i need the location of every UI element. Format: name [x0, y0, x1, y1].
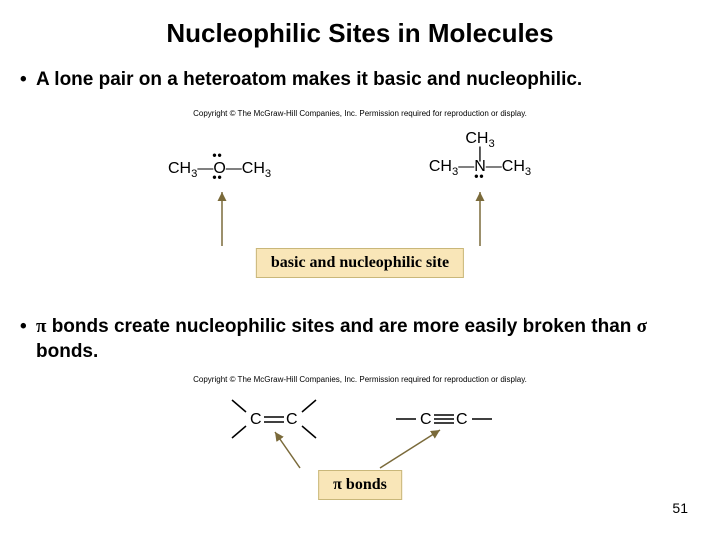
atom-N: N••: [474, 158, 486, 175]
bullet-1: • A lone pair on a heteroatom makes it b…: [0, 63, 720, 97]
bond-dash: —: [197, 160, 213, 177]
atom-ch3: CH3: [429, 158, 458, 175]
atom-C: C: [250, 411, 262, 428]
copyright-2: Copyright © The McGraw-Hill Companies, I…: [0, 375, 720, 384]
bond-vert: |: [420, 150, 540, 158]
atom-O: ••O••: [213, 160, 225, 177]
bullet-1-text: A lone pair on a heteroatom makes it bas…: [36, 69, 582, 90]
mol-dimethylether: CH3—••O••—CH3: [168, 160, 271, 180]
bullet-marker: •: [20, 67, 27, 93]
bullet-2: • π bonds create nucleophilic sites and …: [0, 310, 720, 369]
copyright-1: Copyright © The McGraw-Hill Companies, I…: [0, 109, 720, 118]
mol-trimethylamine: CH3 | CH3—N••—CH3: [420, 130, 540, 178]
box-nucleophilic-site: basic and nucleophilic site: [256, 248, 464, 278]
atom-ch3: CH3: [242, 160, 271, 177]
box-pi-bonds: π bonds: [318, 470, 402, 500]
atom-C: C: [456, 411, 468, 428]
mol-row: CH3—N••—CH3: [420, 158, 540, 178]
bond-dash: —: [458, 158, 474, 175]
page-number: 51: [672, 500, 688, 516]
bond-dash: —: [226, 160, 242, 177]
atom-ch3: CH3: [502, 158, 531, 175]
bullet-marker: •: [20, 314, 27, 340]
bond-dash: —: [486, 158, 502, 175]
atom-ch3: CH3: [168, 160, 197, 177]
page-title: Nucleophilic Sites in Molecules: [0, 0, 720, 63]
atom-C: C: [420, 411, 432, 428]
bullet-2-text: π bonds create nucleophilic sites and ar…: [36, 316, 647, 363]
figure-2: C C C C π bonds: [0, 386, 720, 506]
figure-1: CH3—••O••—CH3 CH3 | CH3—N••—CH3 basic an…: [0, 124, 720, 304]
atom-C: C: [286, 411, 298, 428]
